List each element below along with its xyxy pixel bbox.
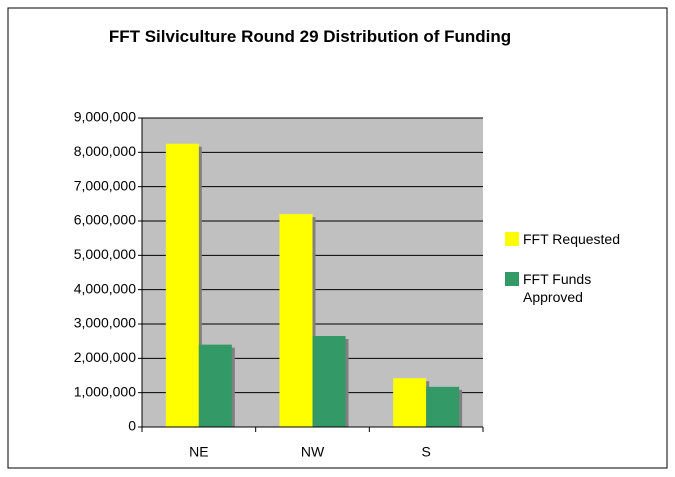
- y-tick-label: 2,000,000: [74, 349, 136, 365]
- bar: [198, 344, 232, 427]
- bar: [312, 336, 346, 427]
- y-tick-label: 9,000,000: [74, 109, 136, 125]
- bar: [165, 143, 199, 427]
- y-tick-label: 7,000,000: [74, 177, 136, 193]
- legend-item: FFT Funds Approved: [505, 270, 635, 306]
- legend-swatch: [505, 232, 519, 246]
- legend-label: FFT Funds Approved: [523, 271, 592, 305]
- bar: [279, 214, 313, 427]
- x-tick-label: NE: [189, 444, 208, 460]
- y-tick-label: 3,000,000: [74, 315, 136, 331]
- x-tick-label: NW: [301, 444, 325, 460]
- y-tick-label: 4,000,000: [74, 280, 136, 296]
- chart-title: FFT Silviculture Round 29 Distribution o…: [108, 27, 512, 46]
- legend: FFT Requested FFT Funds Approved: [505, 230, 635, 328]
- legend-item: FFT Requested: [505, 230, 635, 248]
- legend-label: FFT Requested: [523, 231, 621, 247]
- y-tick-label: 8,000,000: [74, 143, 136, 159]
- x-tick-label: S: [421, 444, 430, 460]
- y-tick-label: 6,000,000: [74, 212, 136, 228]
- chart-border: [7, 7, 668, 469]
- y-tick-label: 0: [128, 418, 136, 434]
- y-tick-label: 5,000,000: [74, 246, 136, 262]
- bar: [393, 378, 427, 427]
- y-tick-label: 1,000,000: [74, 383, 136, 399]
- bar: [426, 386, 460, 427]
- legend-swatch: [505, 272, 519, 286]
